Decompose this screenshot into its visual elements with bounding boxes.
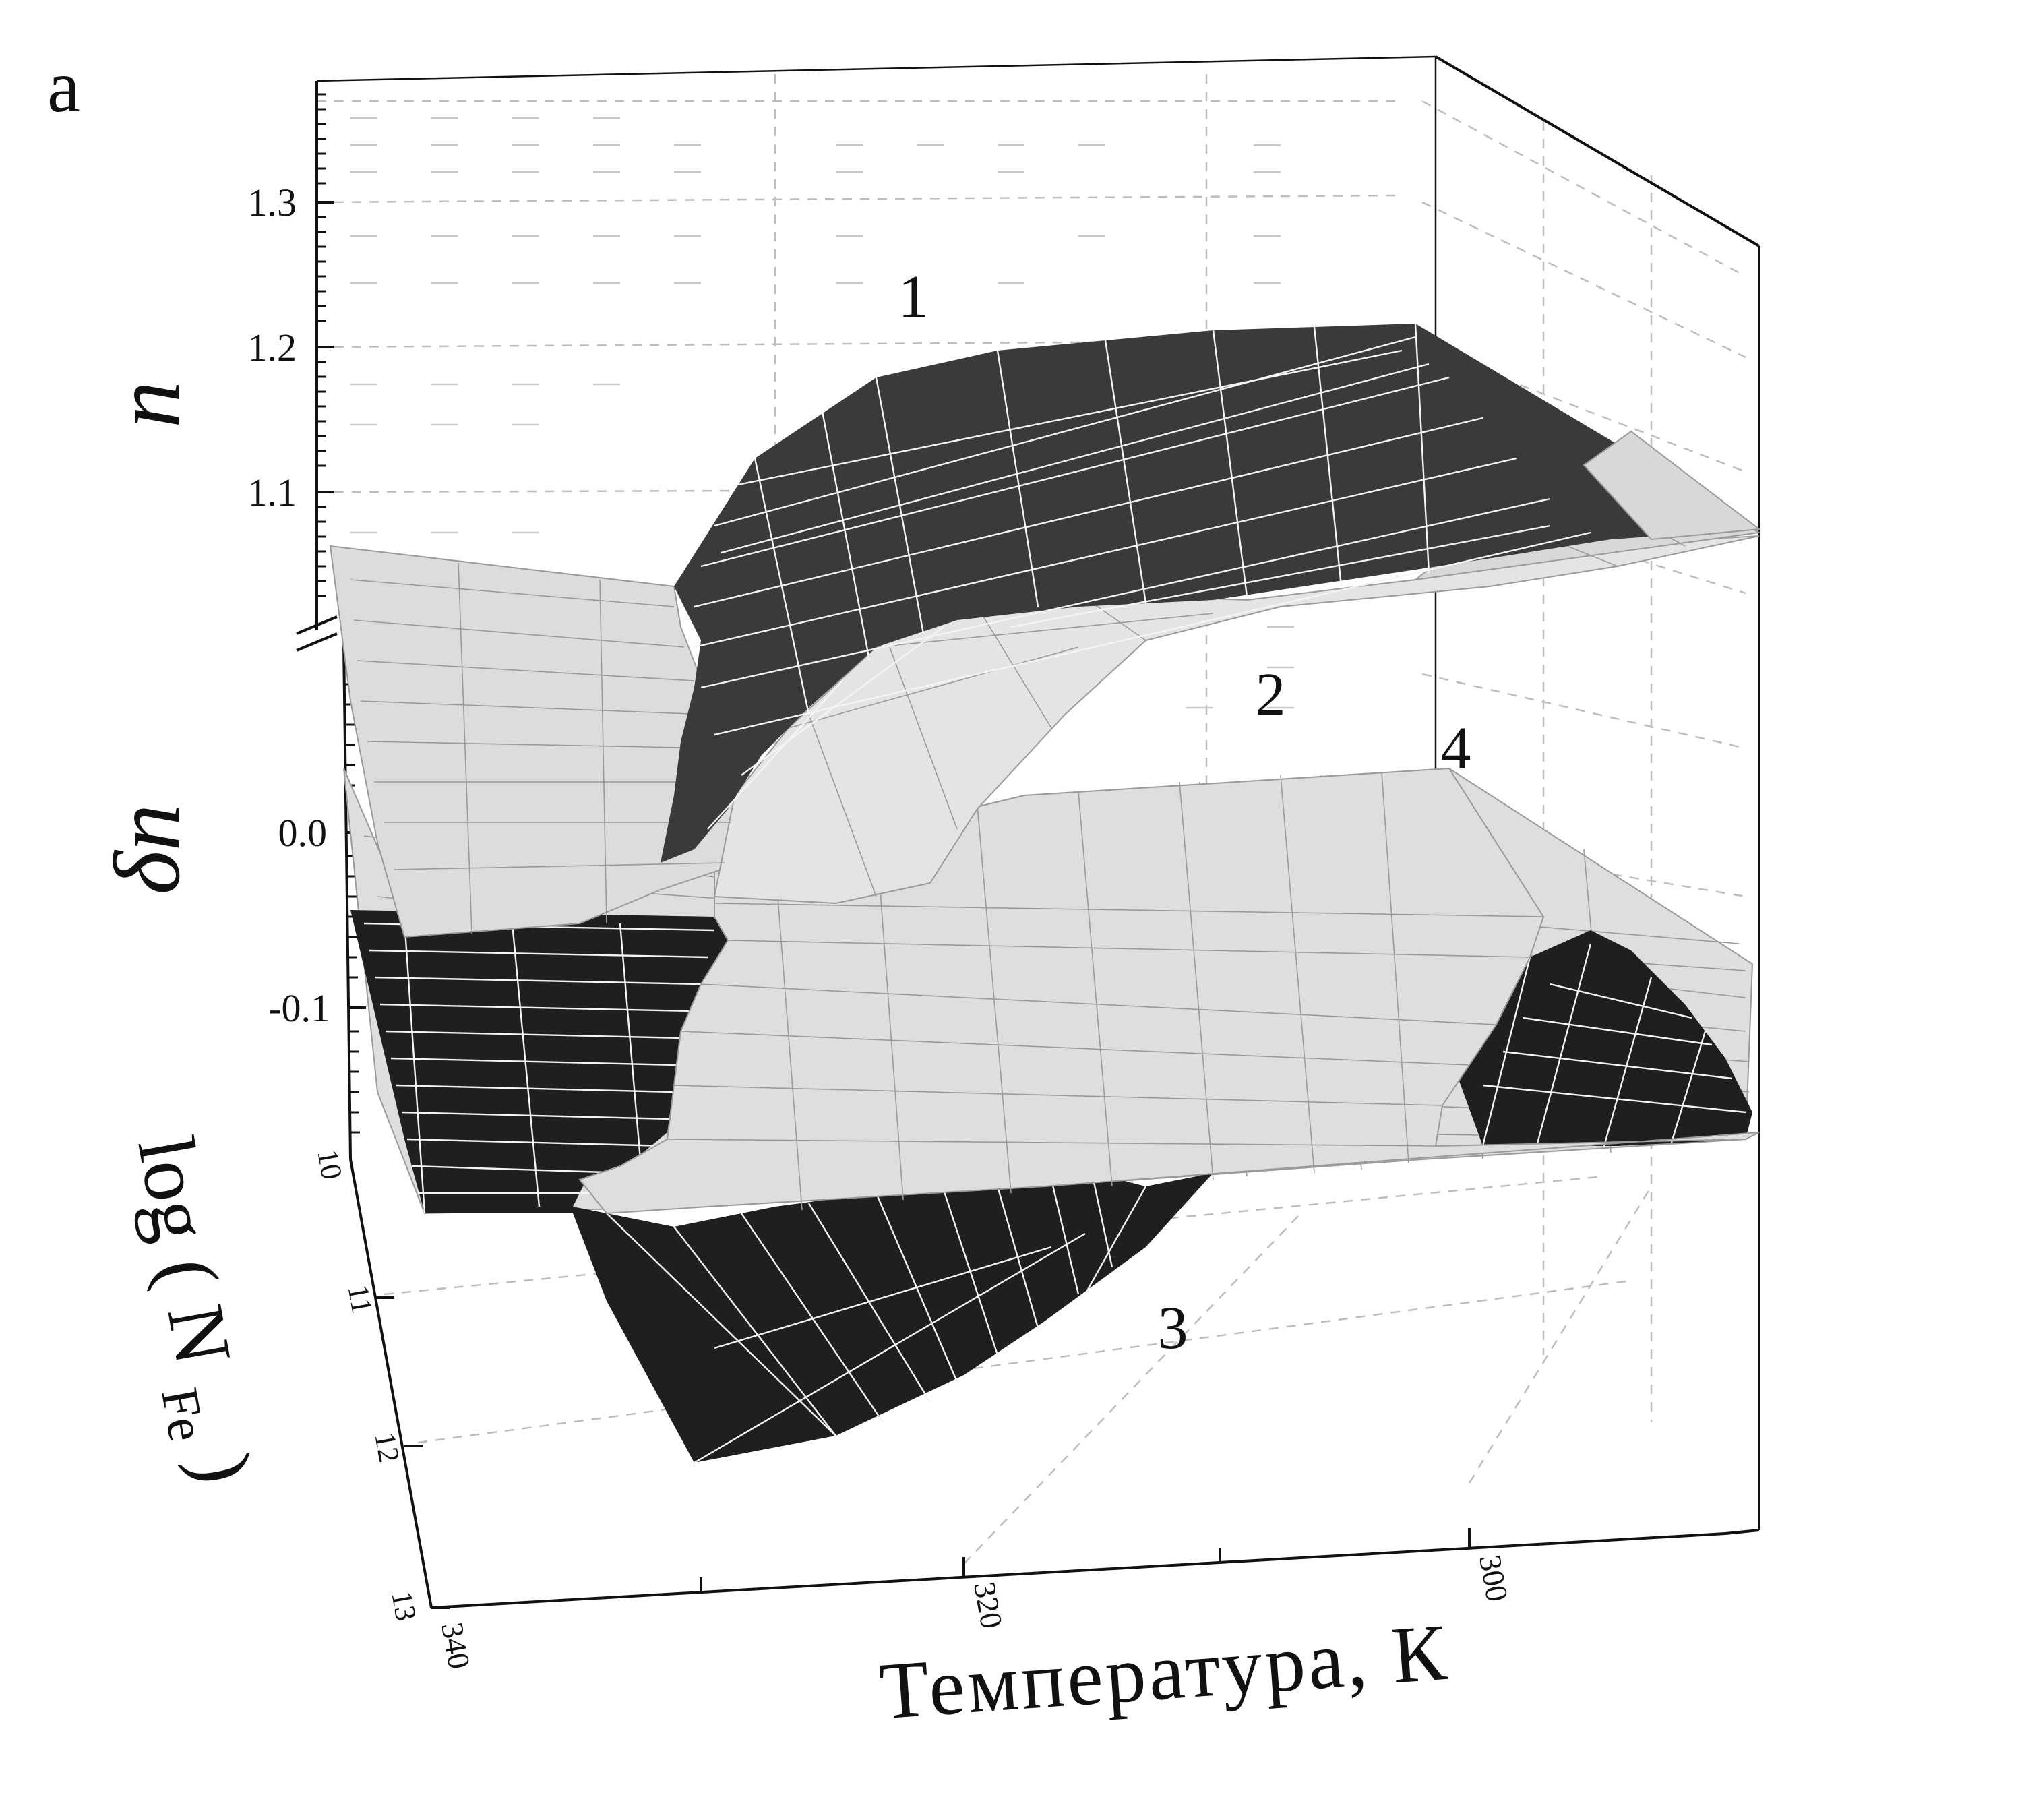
z-upper-tick-3: 1.3 (248, 181, 297, 224)
z-lower-tick-1: 0.0 (278, 811, 328, 855)
surface-label-2: 2 (1256, 661, 1286, 728)
z-upper-tick-2: 1.2 (248, 326, 297, 369)
surface-1 (661, 323, 1761, 863)
x-axis-label: Температура, К (877, 1607, 1452, 1736)
y-tick-13: 13 (385, 1589, 423, 1624)
y-axis-label-close: ) (177, 1447, 270, 1489)
y-tick-12: 12 (368, 1430, 406, 1465)
surface-label-4: 4 (1441, 715, 1471, 782)
y-axis-label-main: log ( N (121, 1130, 249, 1371)
z-upper-tick-1: 1.1 (248, 471, 297, 514)
panel-label: a (47, 45, 80, 127)
svg-text:log ( N Fe ): log ( N Fe ) (101, 1130, 270, 1492)
y-axis (349, 1159, 450, 1609)
z-lower-tick-2: -0.1 (268, 986, 330, 1030)
x-axis (431, 1528, 1760, 1609)
surface-label-3: 3 (1158, 1295, 1188, 1362)
surface-label-1: 1 (898, 264, 929, 330)
x-tick-320: 320 (967, 1579, 1009, 1631)
surface-3 (350, 910, 1752, 1464)
y-tick-11: 11 (341, 1282, 379, 1316)
x-tick-300: 300 (1473, 1552, 1514, 1604)
y-axis-label-sub: Fe (150, 1383, 217, 1445)
y-tick-10: 10 (311, 1147, 348, 1182)
z-upper-axis-label: n (95, 381, 200, 428)
z-axis (296, 81, 366, 1160)
x-tick-340: 340 (435, 1620, 477, 1672)
z-lower-axis-label: δn (95, 803, 200, 894)
